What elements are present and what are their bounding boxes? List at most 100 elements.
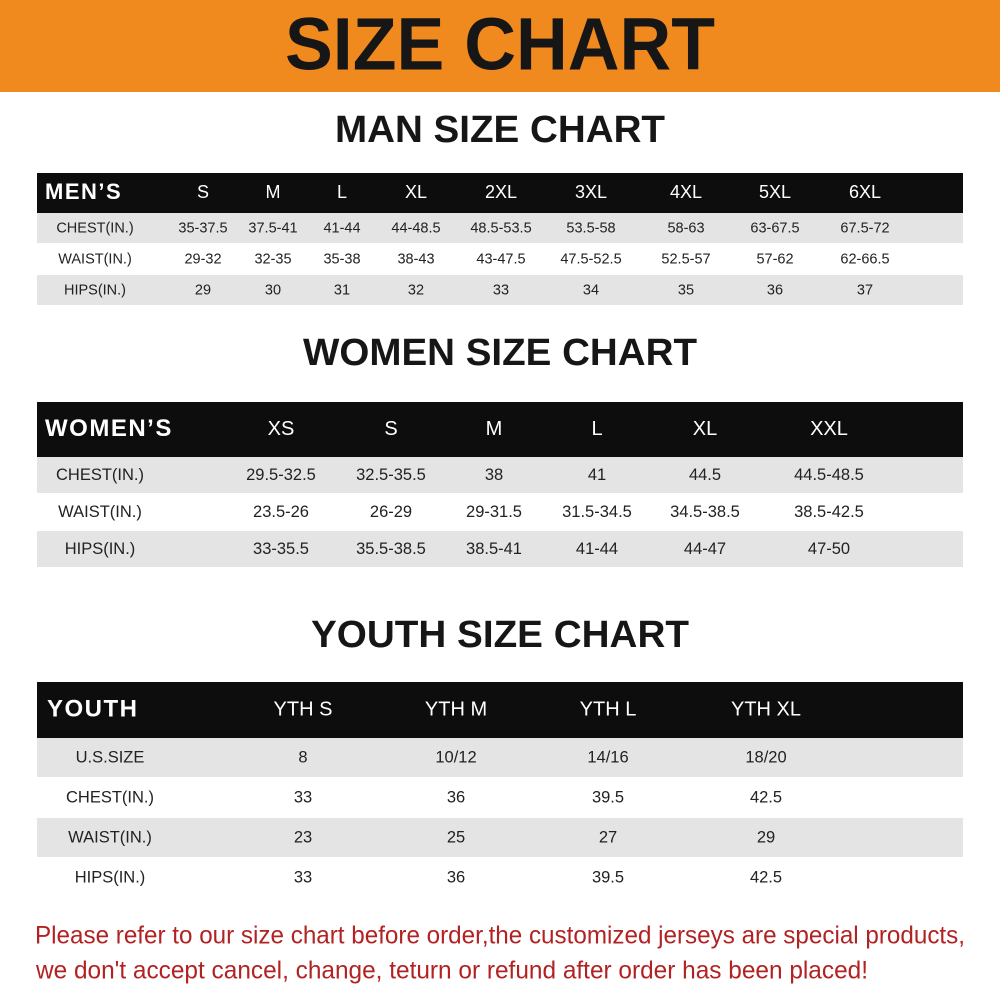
table-row-bg	[37, 275, 963, 305]
table-cell: 10/12	[435, 748, 476, 766]
table-cell: 33	[294, 868, 312, 886]
table-cell: 44.5	[689, 466, 721, 484]
table-cell: 36	[447, 868, 465, 886]
table-header-cell: M	[486, 418, 503, 440]
table-cell: 38	[485, 466, 503, 484]
table-cell: 48.5-53.5	[470, 220, 531, 236]
table-cell: 53.5-58	[566, 220, 615, 236]
table-cell: 38-43	[397, 251, 434, 267]
table-cell: 33	[493, 282, 509, 298]
table-header-cell: 6XL	[849, 182, 881, 202]
table-header-cell: XL	[405, 182, 427, 202]
table-cell: 26-29	[370, 503, 412, 521]
row-label: HIPS(IN.)	[65, 540, 136, 558]
table-header-cell: YTH L	[580, 698, 637, 720]
row-label: HIPS(IN.)	[64, 282, 126, 298]
table-header-cell: L	[337, 182, 347, 202]
table-cell: 42.5	[750, 788, 782, 806]
table-cell: 29-32	[184, 251, 221, 267]
row-label: WAIST(IN.)	[68, 828, 152, 846]
table-header-cell: YTH XL	[731, 698, 801, 720]
table-cell: 36	[767, 282, 783, 298]
table-cell: 39.5	[592, 868, 624, 886]
table-header-bar	[37, 173, 963, 213]
row-label: HIPS(IN.)	[75, 868, 146, 886]
table-cell: 58-63	[667, 220, 704, 236]
table-cell: 44-47	[684, 540, 726, 558]
table-header-cell: M	[266, 182, 281, 202]
table-cell: 30	[265, 282, 281, 298]
table-header-cell: 5XL	[759, 182, 791, 202]
table-header-bar	[37, 682, 963, 738]
table-cell: 8	[298, 748, 307, 766]
table-cell: 38.5-41	[466, 540, 522, 558]
table-cell: 31	[334, 282, 350, 298]
table-cell: 44.5-48.5	[794, 466, 864, 484]
table-cell: 42.5	[750, 868, 782, 886]
table-row-bg	[37, 213, 963, 243]
table-header-cell: L	[591, 418, 602, 440]
table-header-label: MEN’S	[45, 179, 122, 204]
table-row-bg	[37, 738, 963, 777]
table-header-cell: S	[197, 182, 209, 202]
table-cell: 33-35.5	[253, 540, 309, 558]
table-header-label: WOMEN’S	[45, 415, 173, 442]
table-cell: 41-44	[576, 540, 618, 558]
table-cell: 63-67.5	[750, 220, 799, 236]
table-header-cell: YTH S	[274, 698, 333, 720]
table-cell: 41-44	[323, 220, 360, 236]
table-row-bg	[37, 818, 963, 857]
table-cell: 39.5	[592, 788, 624, 806]
table-header-cell: YTH M	[425, 698, 487, 720]
table-cell: 35-38	[323, 251, 360, 267]
table-cell: 43-47.5	[476, 251, 525, 267]
footer-note: Please refer to our size chart before or…	[35, 922, 965, 950]
table-cell: 37	[857, 282, 873, 298]
table-cell: 35.5-38.5	[356, 540, 426, 558]
section-title: WOMEN SIZE CHART	[303, 332, 697, 374]
table-header-cell: 3XL	[575, 182, 607, 202]
table-cell: 14/16	[587, 748, 628, 766]
table-cell: 29-31.5	[466, 503, 522, 521]
table-cell: 25	[447, 828, 465, 846]
table-cell: 32-35	[254, 251, 291, 267]
table-header-cell: 4XL	[670, 182, 702, 202]
table-cell: 38.5-42.5	[794, 503, 864, 521]
table-cell: 27	[599, 828, 617, 846]
table-cell: 41	[588, 466, 606, 484]
table-cell: 34	[583, 282, 599, 298]
table-cell: 44-48.5	[391, 220, 440, 236]
row-label: U.S.SIZE	[76, 748, 145, 766]
row-label: CHEST(IN.)	[56, 466, 144, 484]
table-header-bar	[37, 402, 963, 457]
table-cell: 47.5-52.5	[560, 251, 621, 267]
section-title: MAN SIZE CHART	[335, 109, 665, 151]
table-row-bg	[37, 457, 963, 493]
table-cell: 31.5-34.5	[562, 503, 632, 521]
page-title: SIZE CHART	[285, 3, 715, 86]
section-title: YOUTH SIZE CHART	[311, 614, 689, 656]
table-cell: 29	[195, 282, 211, 298]
table-cell: 35-37.5	[178, 220, 227, 236]
table-header-cell: XXL	[810, 418, 848, 440]
table-cell: 29.5-32.5	[246, 466, 316, 484]
table-cell: 36	[447, 788, 465, 806]
table-cell: 35	[678, 282, 694, 298]
row-label: WAIST(IN.)	[58, 503, 142, 521]
footer-note: we don't accept cancel, change, teturn o…	[35, 957, 868, 985]
table-cell: 37.5-41	[248, 220, 297, 236]
table-cell: 29	[757, 828, 775, 846]
table-header-cell: XL	[693, 418, 717, 440]
table-header-cell: S	[384, 418, 397, 440]
row-label: CHEST(IN.)	[56, 220, 133, 236]
table-cell: 62-66.5	[840, 251, 889, 267]
table-header-label: YOUTH	[47, 695, 139, 722]
table-cell: 23	[294, 828, 312, 846]
table-cell: 67.5-72	[840, 220, 889, 236]
table-row-bg	[37, 531, 963, 567]
row-label: CHEST(IN.)	[66, 788, 154, 806]
table-cell: 23.5-26	[253, 503, 309, 521]
table-cell: 57-62	[756, 251, 793, 267]
table-cell: 52.5-57	[661, 251, 710, 267]
